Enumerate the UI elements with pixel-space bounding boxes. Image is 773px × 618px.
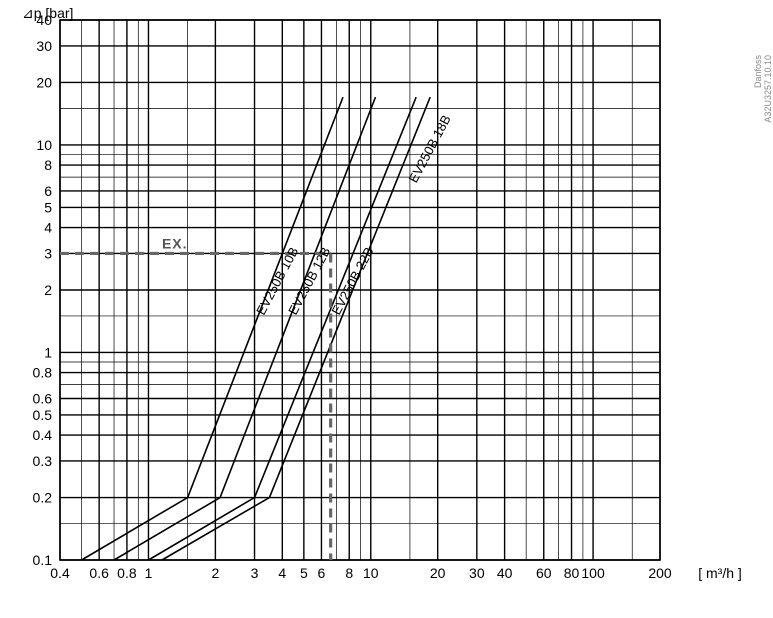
y-tick-label: 3 bbox=[44, 245, 52, 261]
x-tick-label: 200 bbox=[648, 565, 672, 581]
y-tick-label: 20 bbox=[36, 74, 52, 90]
y-tick-label: 0.8 bbox=[33, 365, 53, 381]
y-tick-label: 0.2 bbox=[33, 490, 53, 506]
chart-background bbox=[0, 0, 773, 618]
x-tick-label: 0.6 bbox=[89, 565, 109, 581]
y-tick-label: 1 bbox=[44, 344, 52, 360]
x-tick-label: 20 bbox=[430, 565, 446, 581]
x-tick-label: 1 bbox=[145, 565, 153, 581]
y-tick-label: 10 bbox=[36, 137, 52, 153]
x-tick-label: 10 bbox=[363, 565, 379, 581]
y-axis-label: ⊿p [bar] bbox=[22, 5, 73, 21]
x-tick-label: 6 bbox=[318, 565, 326, 581]
y-tick-label: 0.1 bbox=[33, 552, 53, 568]
x-tick-label: 8 bbox=[345, 565, 353, 581]
y-tick-label: 0.3 bbox=[33, 453, 53, 469]
y-tick-label: 8 bbox=[44, 157, 52, 173]
pressure-flow-chart: EX.EV250B 10BEV250B 12BEV250B 22BEV250B … bbox=[0, 0, 773, 618]
y-tick-label: 5 bbox=[44, 199, 52, 215]
x-tick-label: 0.4 bbox=[50, 565, 70, 581]
example-label: EX. bbox=[162, 235, 188, 251]
x-tick-label: 2 bbox=[211, 565, 219, 581]
x-tick-label: 30 bbox=[469, 565, 485, 581]
y-tick-label: 0.6 bbox=[33, 391, 53, 407]
y-tick-label: 30 bbox=[36, 38, 52, 54]
y-tick-label: 6 bbox=[44, 183, 52, 199]
x-tick-label: 60 bbox=[536, 565, 552, 581]
side-note-code: A32U3257.10.10 bbox=[763, 55, 773, 123]
y-tick-label: 2 bbox=[44, 282, 52, 298]
x-tick-label: 100 bbox=[581, 565, 605, 581]
x-tick-label: 5 bbox=[300, 565, 308, 581]
x-axis-label: [ m³/h ] bbox=[698, 565, 742, 581]
y-tick-label: 0.4 bbox=[33, 427, 53, 443]
x-tick-label: 3 bbox=[251, 565, 259, 581]
x-tick-label: 0.8 bbox=[117, 565, 137, 581]
y-tick-label: 4 bbox=[44, 220, 52, 236]
x-tick-label: 40 bbox=[497, 565, 513, 581]
side-note-brand: Danfoss bbox=[753, 55, 763, 89]
y-tick-label: 0.5 bbox=[33, 407, 53, 423]
x-tick-label: 4 bbox=[278, 565, 286, 581]
x-tick-label: 80 bbox=[564, 565, 580, 581]
